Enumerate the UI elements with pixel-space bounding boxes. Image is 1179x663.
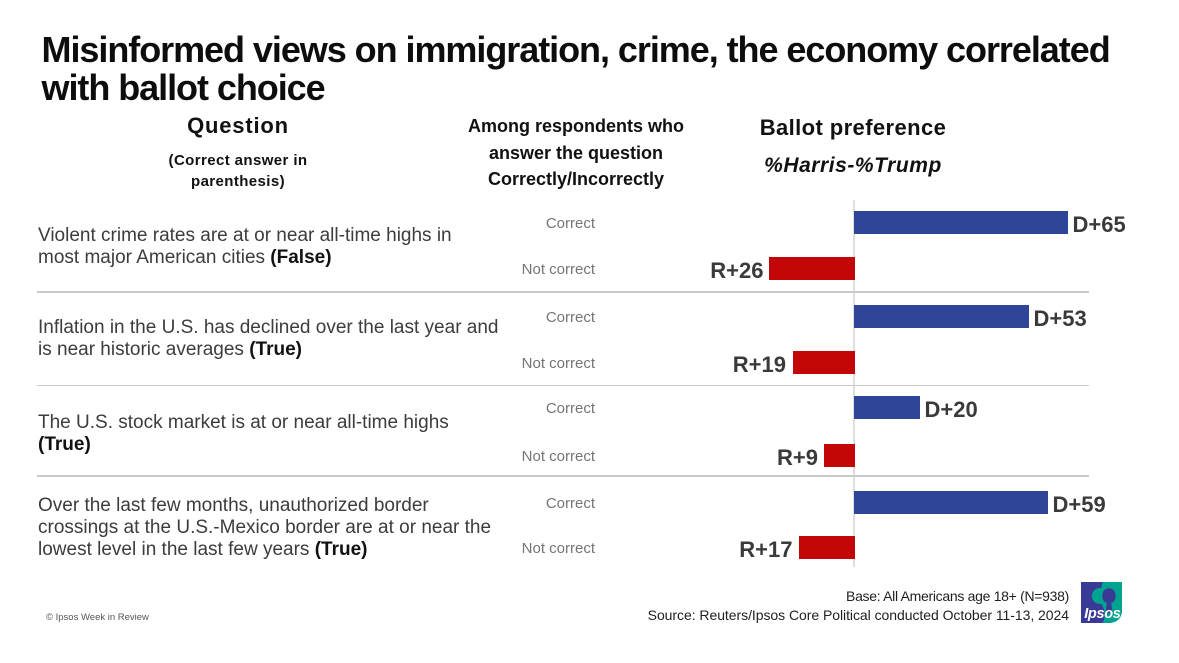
svg-text:Ipsos: Ipsos [1084,606,1121,622]
